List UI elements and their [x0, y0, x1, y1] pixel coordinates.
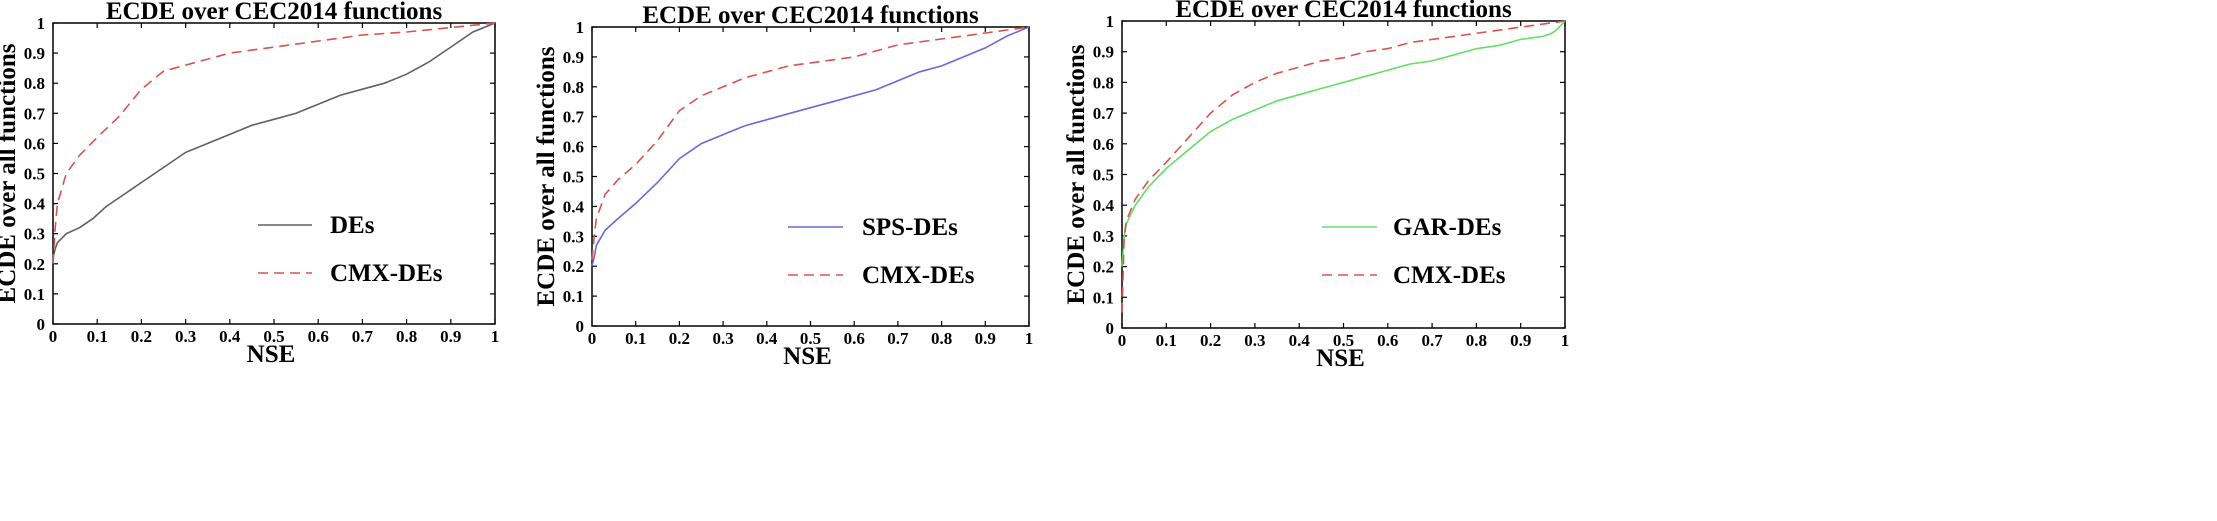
chart3-ytick-label: 0.6 [1093, 135, 1114, 154]
chart1-xtick-label: 0.1 [87, 327, 108, 346]
chart2-xlabel: NSE [783, 343, 832, 370]
chart2-legend-label-cmx-des: CMX-DEs [862, 262, 975, 289]
chart2-series-cmx-des [591, 26, 1030, 261]
chart3-xtick-label: 0.7 [1421, 331, 1443, 350]
chart3-xtick-label: 0.1 [1156, 331, 1177, 350]
chart1-series-cmx-des [52, 22, 496, 264]
chart2-xtick-label: 1 [1025, 329, 1034, 348]
chart1-ytick-label: 0.2 [24, 255, 45, 274]
chart3-xtick-label: 0.2 [1200, 331, 1221, 350]
chart3-xtick-label: 0.8 [1466, 331, 1487, 350]
chart2-title: ECDE over CEC2014 functions [642, 2, 979, 29]
chart3-legend-label-cmx-des: CMX-DEs [1393, 262, 1506, 289]
chart3-xtick-label: 0.6 [1377, 331, 1398, 350]
chart1-ytick-label: 0.1 [24, 285, 45, 304]
chart1-ytick-label: 1 [37, 14, 46, 33]
chart3-ytick-label: 0.4 [1093, 196, 1115, 215]
chart1-ytick-label: 0.4 [24, 195, 46, 214]
chart1-xtick-label: 0.4 [219, 327, 241, 346]
chart1-legend-label-cmx-des: CMX-DEs [330, 260, 443, 287]
chart3: ECDE over CEC2014 functions 0 0.1 0.2 0.3 0.4… [1063, 0, 1569, 372]
chart2-xtick-label: 0.4 [756, 329, 778, 348]
chart1-xtick-label: 0.9 [440, 327, 461, 346]
chart2-xtick-label: 0.7 [887, 329, 909, 348]
chart1-ytick-label: 0.6 [24, 134, 45, 153]
chart1-xtick-label: 0 [49, 327, 58, 346]
chart2-ytick-label: 0 [576, 317, 585, 336]
chart2-ytick-label: 0.7 [563, 108, 585, 127]
chart3-xtick-label: 0 [1118, 331, 1127, 350]
chart3-ytick-label: 0.3 [1093, 227, 1114, 246]
chart1-ytick-label: 0.5 [24, 165, 45, 184]
chart2-xtick-label: 0.5 [800, 329, 821, 348]
chart3-xtick-label: 0.5 [1333, 331, 1354, 350]
chart3-ytick-label: 0.2 [1093, 258, 1114, 277]
chart3-ytick-label: 0.8 [1093, 73, 1114, 92]
chart2-xtick-label: 0.6 [844, 329, 865, 348]
chart2-ytick-label: 0.3 [563, 227, 584, 246]
chart3-xtick-label: 0.9 [1510, 331, 1531, 350]
chart2-ytick-label: 1 [576, 18, 585, 37]
chart2-xtick-label: 0.1 [625, 329, 646, 348]
chart1-ytick-label: 0 [37, 315, 46, 334]
chart3-xtick-label: 0.3 [1244, 331, 1265, 350]
chart3-legend-label-gar-des: GAR-DEs [1393, 214, 1502, 241]
chart1-ytick-label: 0.8 [24, 74, 45, 93]
chart2-series-sps-des [591, 26, 1030, 267]
chart2-xtick-label: 0.2 [669, 329, 690, 348]
chart1: ECDE over CEC2014 functions 0 0.1 0.2 0.3 0.4… [0, 0, 499, 368]
chart3-series-gar-des [1121, 20, 1566, 267]
chart3-series-cmx-des [1121, 20, 1566, 313]
chart1-ylabel: ECDE over all functions [0, 43, 21, 303]
chart2-xtick-label: 0 [588, 329, 597, 348]
chart2-ytick-label: 0.8 [563, 78, 584, 97]
chart1-xtick-label: 0.7 [352, 327, 374, 346]
chart1-xtick-label: 0.8 [396, 327, 417, 346]
chart2-ytick-label: 0.9 [563, 48, 584, 67]
chart1-xtick-label: 1 [491, 327, 500, 346]
chart2-xtick-label: 0.8 [931, 329, 952, 348]
chart1-legend-label-des: DEs [330, 212, 375, 239]
chart3-ytick-label: 0.5 [1093, 166, 1114, 185]
chart2-ytick-label: 0.6 [563, 138, 584, 157]
chart2-xtick-label: 0.3 [712, 329, 733, 348]
chart2-ytick-label: 0.2 [563, 257, 584, 276]
chart1-xtick-label: 0.5 [263, 327, 284, 346]
chart3-ytick-label: 0.1 [1093, 288, 1114, 307]
chart3-ytick-label: 0.9 [1093, 43, 1114, 62]
chart1-title: ECDE over CEC2014 functions [106, 0, 443, 25]
chart1-ytick-label: 0.9 [24, 44, 45, 63]
chart3-title: ECDE over CEC2014 functions [1175, 0, 1512, 23]
chart3-ytick-label: 0 [1106, 319, 1115, 338]
chart3-ylabel: ECDE over all functions [1063, 44, 1090, 304]
chart1-ytick-label: 0.3 [24, 225, 45, 244]
chart3-ytick-label: 0.7 [1093, 104, 1115, 123]
chart2: ECDE over CEC2014 functions 0 0.1 0.2 0.3 0.4… [533, 2, 1033, 370]
chart3-xlabel: NSE [1316, 345, 1365, 372]
chart3-xtick-label: 1 [1561, 331, 1570, 350]
chart2-xtick-label: 0.9 [975, 329, 996, 348]
chart1-ytick-label: 0.7 [24, 104, 46, 123]
chart1-xtick-label: 0.2 [131, 327, 152, 346]
chart3-ytick-label: 1 [1106, 12, 1115, 31]
chart2-ytick-label: 0.4 [563, 197, 585, 216]
chart1-series-des [52, 22, 496, 258]
chart2-ylabel: ECDE over all functions [533, 46, 560, 306]
chart1-xlabel: NSE [247, 341, 296, 368]
chart2-ytick-label: 0.1 [563, 287, 584, 306]
chart2-ytick-label: 0.5 [563, 168, 584, 187]
chart2-legend-label-sps-des: SPS-DEs [862, 214, 958, 241]
chart3-xtick-label: 0.4 [1289, 331, 1311, 350]
chart1-xtick-label: 0.6 [308, 327, 329, 346]
chart1-xtick-label: 0.3 [175, 327, 196, 346]
